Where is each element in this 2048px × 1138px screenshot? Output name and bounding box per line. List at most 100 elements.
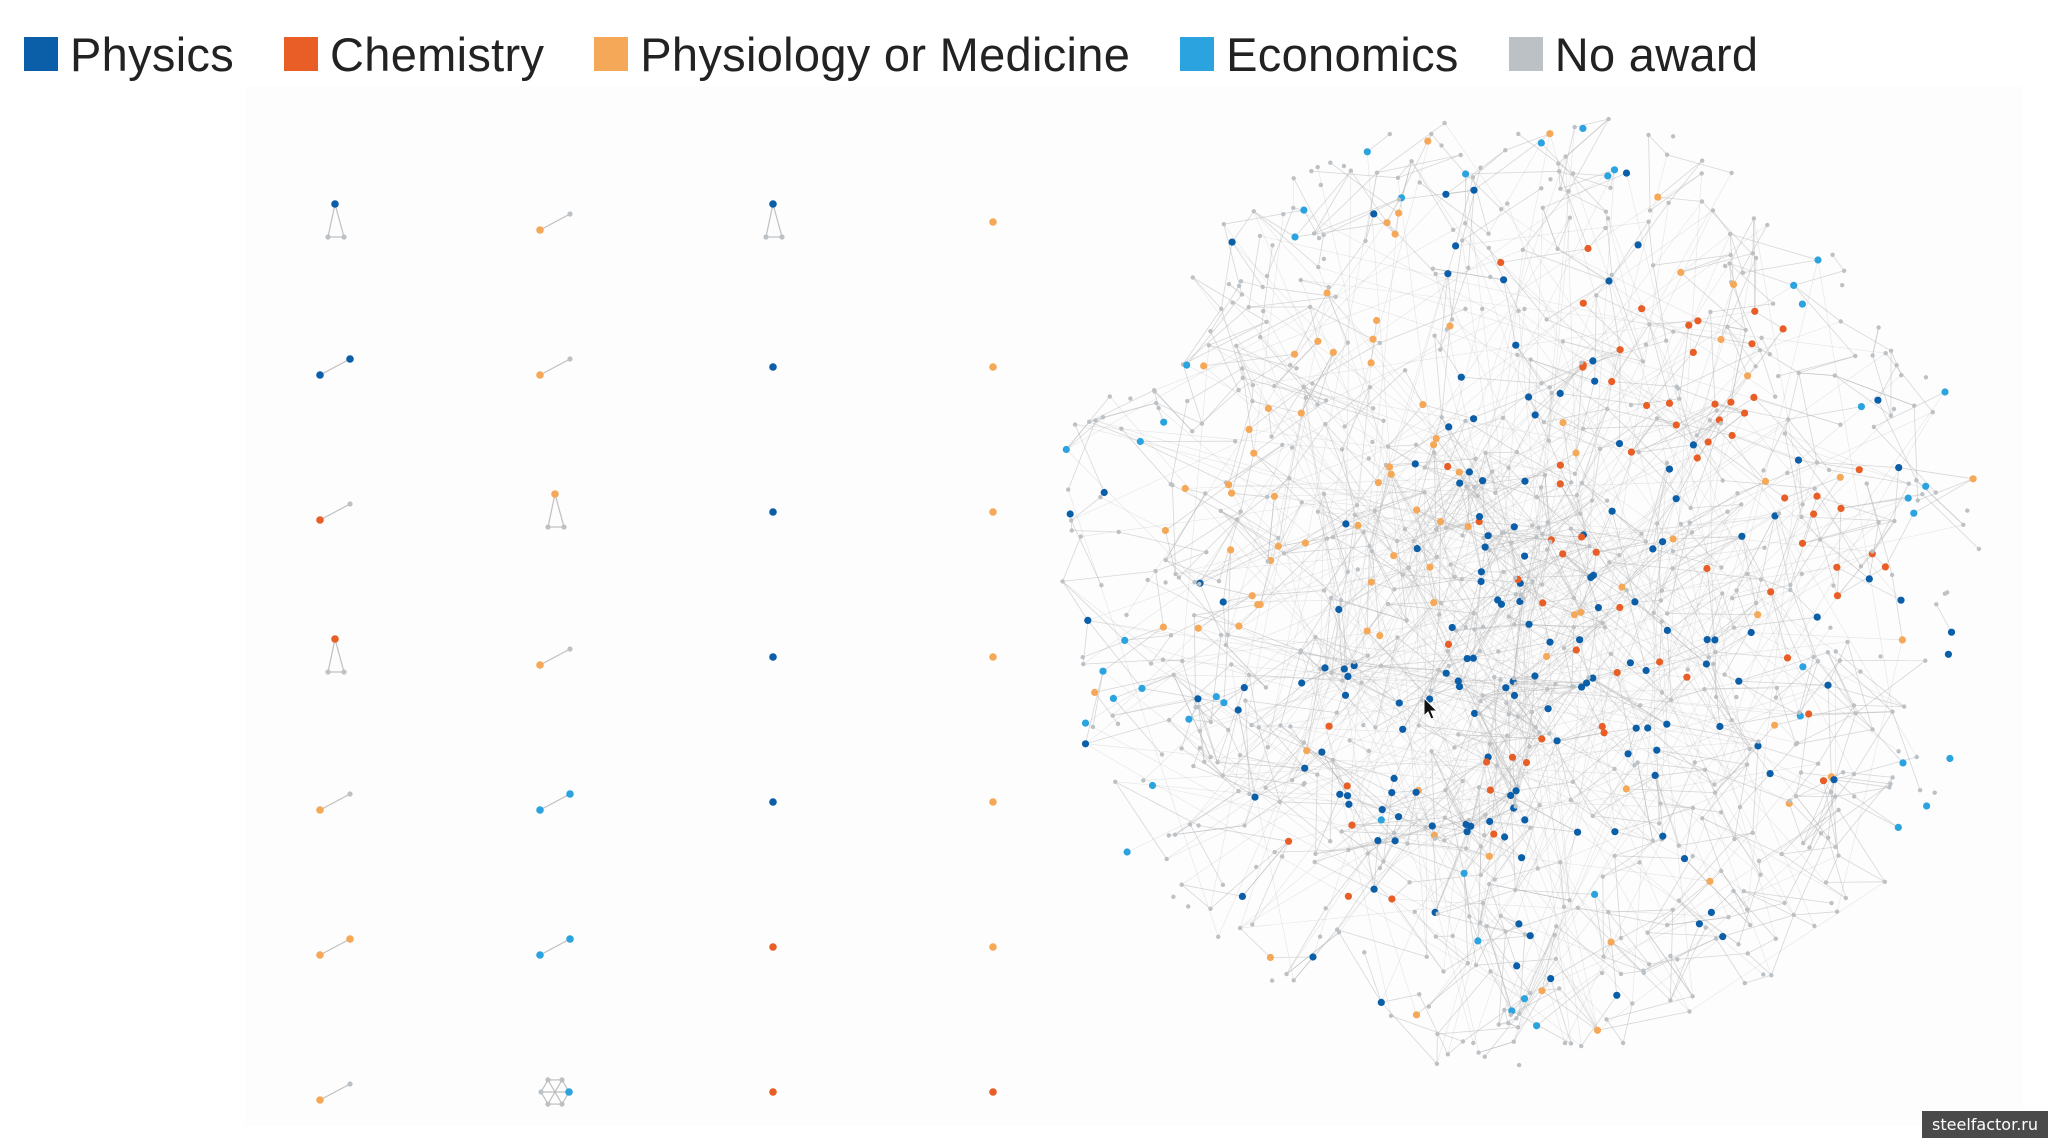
network-node[interactable] (1463, 655, 1471, 663)
network-node[interactable] (1666, 200, 1671, 205)
network-node[interactable] (1592, 548, 1600, 556)
network-node[interactable] (1557, 986, 1562, 991)
network-node[interactable] (1352, 659, 1357, 665)
network-node[interactable] (1168, 482, 1173, 487)
network-node[interactable] (1197, 581, 1202, 587)
network-node[interactable] (1191, 763, 1196, 769)
network-node[interactable] (1245, 425, 1253, 433)
network-node[interactable] (1744, 762, 1750, 767)
network-node[interactable] (1770, 301, 1776, 306)
network-node[interactable] (1659, 690, 1665, 695)
network-node[interactable] (1246, 672, 1252, 678)
network-node[interactable] (1832, 373, 1838, 378)
network-node[interactable] (1554, 924, 1559, 929)
network-node[interactable] (1285, 837, 1293, 845)
network-node[interactable] (1171, 894, 1176, 899)
network-node[interactable] (1549, 390, 1554, 396)
network-node[interactable] (1370, 210, 1378, 218)
network-node[interactable] (1486, 817, 1494, 826)
network-node[interactable] (1670, 134, 1676, 139)
network-node[interactable] (1342, 520, 1350, 528)
network-node[interactable] (1604, 498, 1610, 503)
network-node[interactable] (1476, 785, 1482, 790)
network-node[interactable] (1703, 636, 1711, 644)
network-node[interactable] (1540, 531, 1545, 537)
network-node[interactable] (1433, 271, 1438, 277)
network-node[interactable] (1370, 439, 1375, 445)
network-node[interactable] (1378, 806, 1386, 814)
network-node[interactable] (1539, 599, 1547, 607)
network-node[interactable] (1823, 880, 1829, 885)
network-node[interactable] (1786, 417, 1791, 422)
network-node[interactable] (1638, 305, 1646, 313)
network-node[interactable] (1530, 523, 1535, 528)
network-node[interactable] (1785, 470, 1790, 476)
network-node[interactable] (1658, 801, 1663, 806)
network-node[interactable] (1702, 687, 1707, 692)
network-node[interactable] (1473, 456, 1478, 461)
network-node[interactable] (1290, 350, 1299, 358)
network-node[interactable] (1753, 255, 1759, 261)
network-node[interactable] (1166, 717, 1172, 723)
network-node[interactable] (1417, 180, 1422, 185)
network-node[interactable] (1508, 753, 1517, 761)
network-node[interactable] (1947, 628, 1956, 636)
network-node[interactable] (1518, 592, 1524, 597)
network-node[interactable] (1694, 433, 1700, 438)
network-node[interactable] (1794, 456, 1803, 464)
network-node[interactable] (1160, 657, 1166, 662)
network-node[interactable] (1455, 468, 1463, 476)
network-node[interactable] (1321, 256, 1327, 262)
network-node[interactable] (1744, 372, 1752, 380)
network-node[interactable] (1264, 273, 1270, 279)
network-node[interactable] (1478, 165, 1483, 170)
network-node[interactable] (1706, 877, 1714, 885)
network-node[interactable] (1608, 507, 1616, 515)
network-node[interactable] (1265, 494, 1270, 499)
network-node[interactable] (1298, 679, 1306, 687)
network-node[interactable] (1579, 1043, 1584, 1049)
network-node[interactable] (1343, 782, 1351, 790)
network-node[interactable] (1578, 683, 1586, 691)
network-node[interactable] (1413, 545, 1421, 553)
network-node[interactable] (1458, 152, 1463, 158)
network-node[interactable] (1676, 898, 1682, 903)
network-node[interactable] (1225, 632, 1231, 637)
network-node[interactable] (1655, 521, 1660, 526)
network-node[interactable] (1659, 832, 1667, 840)
network-node[interactable] (1284, 971, 1289, 977)
network-node[interactable] (1379, 663, 1384, 668)
network-node[interactable] (1870, 549, 1875, 554)
network-node[interactable] (1240, 375, 1245, 380)
network-node[interactable] (1452, 242, 1460, 250)
network-node[interactable] (1220, 773, 1225, 778)
network-node[interactable] (1374, 837, 1382, 845)
network-node[interactable] (1567, 215, 1573, 220)
network-node[interactable] (1547, 731, 1552, 736)
network-node[interactable] (1520, 995, 1529, 1003)
network-node[interactable] (1247, 791, 1252, 797)
network-node[interactable] (1323, 906, 1328, 911)
network-node[interactable] (1756, 739, 1761, 744)
network-node[interactable] (1671, 329, 1676, 334)
network-node[interactable] (1078, 534, 1083, 539)
network-node[interactable] (1432, 836, 1438, 841)
network-node[interactable] (1922, 482, 1930, 490)
network-node[interactable] (1520, 247, 1526, 252)
network-node[interactable] (1598, 446, 1603, 451)
network-node[interactable] (1066, 510, 1074, 518)
network-node[interactable] (1323, 398, 1329, 403)
network-node[interactable] (1783, 654, 1792, 662)
network-node[interactable] (1116, 529, 1121, 535)
network-node[interactable] (1163, 580, 1168, 585)
network-node[interactable] (1557, 169, 1562, 174)
network-node[interactable] (1711, 400, 1719, 408)
network-node[interactable] (1249, 722, 1254, 728)
network-node[interactable] (1180, 658, 1185, 664)
network-node[interactable] (1315, 164, 1320, 170)
network-node[interactable] (1494, 763, 1500, 768)
network-node[interactable] (1460, 869, 1468, 877)
network-node[interactable] (1758, 577, 1764, 582)
network-node[interactable] (1412, 1011, 1421, 1019)
network-node[interactable] (1333, 294, 1338, 299)
